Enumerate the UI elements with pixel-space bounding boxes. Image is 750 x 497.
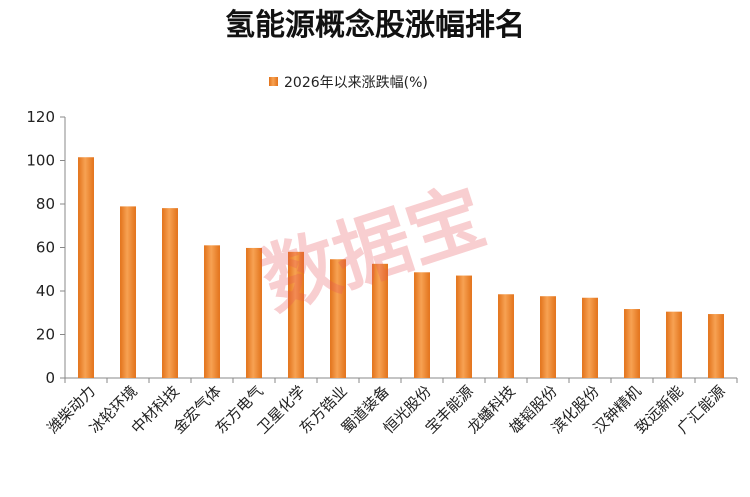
y-tick-label: 40 (36, 282, 55, 300)
bar (456, 275, 472, 378)
bar (540, 296, 556, 378)
bar (162, 208, 178, 378)
legend-swatch (269, 77, 278, 86)
y-tick-label: 100 (26, 152, 55, 170)
x-axis (64, 377, 738, 383)
bar (288, 251, 304, 378)
y-axis: 0 20 40 60 80 100 120 (26, 108, 66, 387)
bar (708, 314, 724, 378)
bar (414, 272, 430, 378)
bar (120, 206, 136, 378)
legend-label: 2026年以来涨跌幅(%) (284, 75, 428, 91)
bar (204, 245, 220, 378)
bar (372, 263, 388, 378)
y-tick-label: 120 (26, 108, 55, 126)
bar (624, 309, 640, 378)
y-tick-label: 80 (36, 195, 55, 213)
bar (582, 297, 598, 378)
bars (78, 157, 724, 378)
bar (246, 247, 262, 378)
bar (78, 157, 94, 378)
bar (498, 294, 514, 378)
y-tick-label: 20 (36, 326, 55, 344)
bar (666, 311, 682, 378)
y-tick-label: 0 (45, 369, 55, 387)
category-labels: 潍柴动力冰轮环境中材科技金宏气体东方电气卫星化学东方锆业蜀道装备恒光股份宝丰能源… (44, 382, 729, 437)
chart-title: 氢能源概念股涨幅排名 (225, 8, 525, 43)
y-tick-label: 60 (36, 239, 55, 257)
bar (330, 259, 346, 378)
legend: 2026年以来涨跌幅(%) (269, 75, 428, 91)
